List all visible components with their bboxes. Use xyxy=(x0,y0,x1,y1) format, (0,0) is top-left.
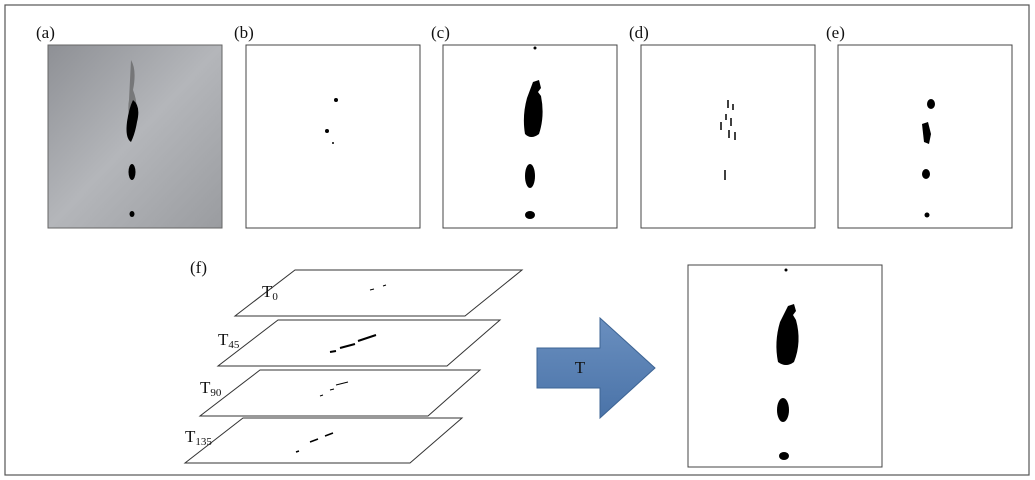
blob xyxy=(325,129,329,133)
subscript: 90 xyxy=(210,387,222,399)
letter: T xyxy=(262,282,273,301)
frame xyxy=(688,265,882,467)
plane xyxy=(185,418,462,463)
letter: T xyxy=(200,378,211,397)
subscript: 135 xyxy=(195,436,212,448)
letter: T xyxy=(185,427,196,446)
panel-b xyxy=(246,45,420,228)
blob xyxy=(779,452,789,460)
blob xyxy=(525,164,535,188)
panel-e xyxy=(838,45,1012,228)
photo xyxy=(48,45,222,228)
frame xyxy=(641,45,815,228)
page: (a) (b) (c) (d) (e) (f) xyxy=(0,0,1035,480)
plane xyxy=(200,370,480,416)
blob xyxy=(334,98,338,102)
panel-label: (e) xyxy=(826,23,845,42)
frame xyxy=(246,45,420,228)
blob xyxy=(785,269,788,272)
plane xyxy=(218,320,500,366)
panel-a xyxy=(48,45,222,228)
blob xyxy=(525,211,535,219)
blob xyxy=(925,213,930,218)
blob xyxy=(332,142,334,144)
panel-d xyxy=(641,45,815,228)
blob xyxy=(130,211,135,217)
operator-label: T xyxy=(575,358,586,377)
blob xyxy=(534,47,537,50)
layer-label: T45 xyxy=(218,330,240,351)
panel-label: (a) xyxy=(36,23,55,42)
letter: T xyxy=(218,330,229,349)
layer-label: T135 xyxy=(185,427,212,448)
layer-label: T90 xyxy=(200,378,222,399)
panel-label: (b) xyxy=(234,23,254,42)
panel-label: (c) xyxy=(431,23,450,42)
blob xyxy=(922,169,930,179)
figure: (a) (b) (c) (d) (e) (f) xyxy=(0,0,1035,480)
panel-label: (d) xyxy=(629,23,649,42)
blob xyxy=(927,99,935,109)
subscript: 0 xyxy=(272,291,278,303)
panel-label: (f) xyxy=(190,258,207,277)
panel-c xyxy=(443,45,617,228)
arrow xyxy=(537,318,655,418)
plane xyxy=(235,270,522,316)
blob xyxy=(129,164,136,180)
subscript: 45 xyxy=(228,339,240,351)
blob xyxy=(777,398,789,422)
result-image xyxy=(688,265,882,467)
